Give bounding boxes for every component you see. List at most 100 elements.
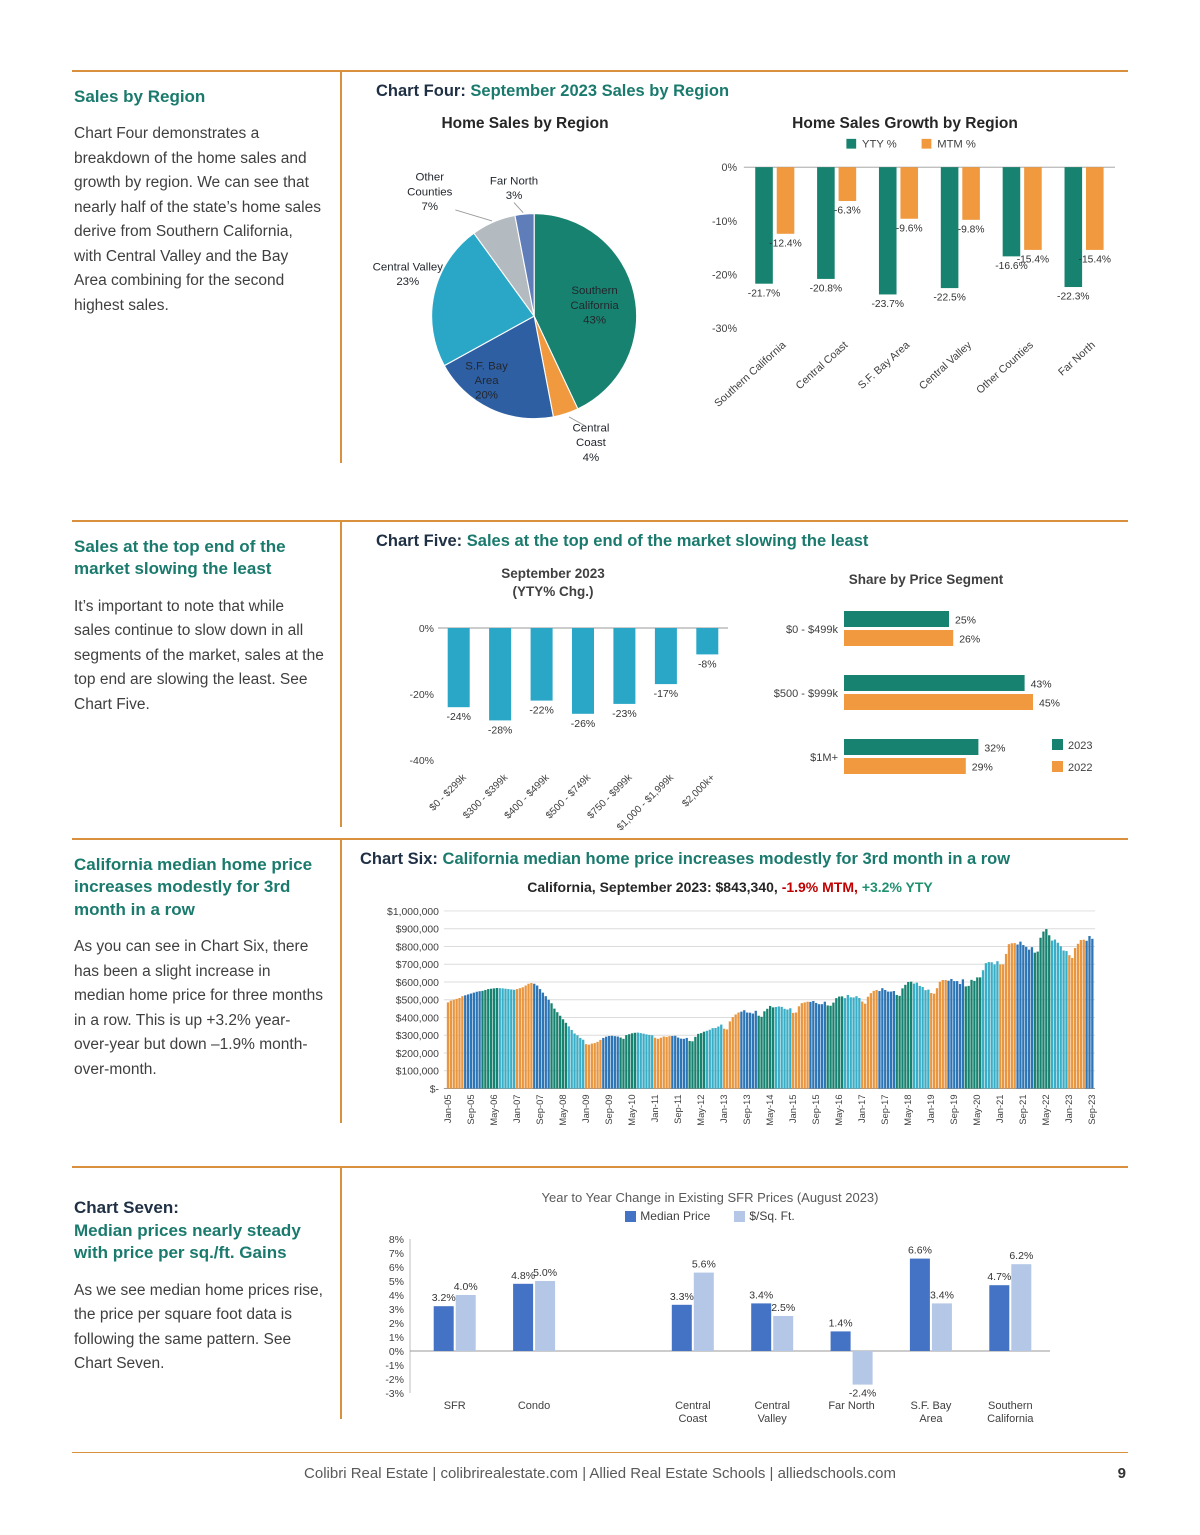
svg-text:Southern: Southern — [571, 285, 617, 297]
svg-text:$1,000,000: $1,000,000 — [387, 907, 439, 918]
svg-text:-21.7%: -21.7% — [748, 288, 780, 299]
svg-text:Central Coast: Central Coast — [794, 339, 851, 392]
section-body: As you can see in Chart Six, there has b… — [74, 938, 323, 1078]
pie-chart-block: Home Sales by Region Southern California 4… — [360, 103, 690, 481]
svg-text:2022: 2022 — [1068, 762, 1092, 774]
home-sales-pie-chart: Southern California 43% Central Coast 4% S.F. … — [373, 172, 638, 464]
left-column-top-end: Sales at the top end of the market slowi… — [72, 522, 340, 845]
svg-text:$200,000: $200,000 — [396, 1049, 439, 1060]
svg-text:3.3%: 3.3% — [670, 1291, 694, 1303]
legend-item-sqft: $/Sq. Ft. — [734, 1209, 795, 1223]
chart-five-label: Chart Five: Sales at the top end of the … — [376, 532, 1128, 551]
svg-text:-20.8%: -20.8% — [810, 284, 842, 295]
svg-text:45%: 45% — [1039, 697, 1060, 709]
sqft-legend-label: $/Sq. Ft. — [749, 1209, 795, 1223]
chart-five-title: Sales at the top end of the market slowi… — [466, 532, 869, 550]
home-sales-growth-bar-chart: YTY % MTM % 0% -10% -20% -30% -21.7% -12.4% Sout… — [712, 139, 1115, 410]
section-body: As we see median home prices rise, the p… — [74, 1281, 323, 1373]
svg-text:5%: 5% — [389, 1276, 404, 1288]
svg-text:2.5%: 2.5% — [771, 1302, 795, 1314]
svg-text:$800,000: $800,000 — [396, 942, 439, 953]
left-column-median-price: California median home price increases m… — [72, 840, 340, 1141]
sfr-price-change-bar-chart: 8% 7% 6% 5% 4% 3% 2% 1% 0% -1% -2% -3% 3.2%4.0% SFR 4.… — [385, 1234, 1050, 1425]
svg-text:4%: 4% — [389, 1290, 404, 1302]
svg-text:6%: 6% — [389, 1262, 404, 1274]
chart-six-title: California median home price increases m… — [442, 850, 1011, 868]
chart-six-subtitle: California, September 2023: $843,340, -1… — [360, 879, 1100, 895]
left-column-chart-seven: Chart Seven: Median prices nearly steady… — [72, 1168, 340, 1437]
svg-text:Jan-09: Jan-09 — [581, 1094, 591, 1123]
svg-text:-24%: -24% — [446, 711, 471, 723]
svg-text:26%: 26% — [959, 633, 980, 645]
svg-text:1.4%: 1.4% — [829, 1317, 853, 1329]
svg-text:May-06: May-06 — [489, 1094, 499, 1125]
share-by-segment-bar-chart: $0 - $499k 25% 26% $500 - $999k 43% 45% $1M+ 32… — [773, 610, 1092, 774]
svg-text:Coast: Coast — [678, 1413, 707, 1425]
svg-text:$2,000k+: $2,000k+ — [680, 772, 717, 809]
svg-text:May-18: May-18 — [903, 1094, 913, 1125]
svg-text:$0 - $299k: $0 - $299k — [428, 772, 470, 814]
svg-text:-22%: -22% — [529, 705, 554, 717]
svg-text:Jan-05: Jan-05 — [443, 1094, 453, 1123]
svg-text:Far North: Far North — [490, 175, 538, 187]
svg-text:Sep-13: Sep-13 — [742, 1094, 752, 1124]
svg-text:Sep-21: Sep-21 — [1018, 1094, 1028, 1124]
chart-seven-title: Year to Year Change in Existing SFR Pric… — [541, 1190, 879, 1205]
svg-text:2023: 2023 — [1068, 740, 1092, 752]
svg-text:-2.4%: -2.4% — [849, 1388, 876, 1400]
svg-text:3.2%: 3.2% — [432, 1292, 456, 1304]
yty-change-bar-chart: 0%-20%-40%-24%$0 - $299k-28%$300 - $399k… — [409, 623, 728, 833]
svg-text:California: California — [570, 300, 619, 312]
svg-text:May-20: May-20 — [972, 1094, 982, 1125]
chart-seven-area: Year to Year Change in Existing SFR Pric… — [342, 1168, 1128, 1437]
svg-text:Southern California: Southern California — [712, 339, 788, 409]
svg-text:6.2%: 6.2% — [1009, 1250, 1033, 1262]
vertical-divider — [340, 522, 342, 828]
svg-text:May-22: May-22 — [1041, 1094, 1051, 1125]
svg-text:California: California — [987, 1413, 1034, 1425]
svg-text:Central Valley: Central Valley — [917, 339, 975, 393]
yty-chart-title-line2: (YTY% Chg.) — [512, 583, 594, 599]
svg-text:Jan-19: Jan-19 — [926, 1094, 936, 1123]
svg-text:Other: Other — [415, 172, 444, 184]
svg-text:$600,000: $600,000 — [396, 978, 439, 989]
svg-text:-20%: -20% — [409, 689, 434, 701]
section-heading: Sales at the top end of the market slowi… — [74, 537, 286, 579]
chart-four-area: Chart Four: September 2023 Sales by Regi… — [342, 72, 1128, 481]
svg-text:Sep-15: Sep-15 — [811, 1094, 821, 1124]
svg-text:-1%: -1% — [385, 1360, 404, 1372]
chart-four-label: Chart Four: September 2023 Sales by Regi… — [376, 82, 1128, 101]
svg-text:-15.4%: -15.4% — [1079, 255, 1111, 266]
svg-text:$500,000: $500,000 — [396, 996, 439, 1007]
svg-text:-30%: -30% — [712, 323, 738, 335]
svg-text:$0 - $499k: $0 - $499k — [786, 624, 838, 636]
share-chart-block: Share by Price Segment $0 - $499k 25% 26% $… — [746, 553, 1106, 845]
svg-text:-20%: -20% — [712, 270, 738, 282]
svg-text:May-16: May-16 — [834, 1094, 844, 1125]
svg-text:3.4%: 3.4% — [930, 1289, 954, 1301]
svg-text:$100,000: $100,000 — [396, 1067, 439, 1078]
svg-text:0%: 0% — [721, 162, 737, 174]
svg-text:Sep-19: Sep-19 — [949, 1094, 959, 1124]
svg-text:Jan-13: Jan-13 — [719, 1094, 729, 1123]
section-heading: California median home price increases m… — [74, 855, 313, 919]
svg-text:Jan-15: Jan-15 — [788, 1094, 798, 1123]
sqft-legend-swatch — [734, 1210, 746, 1222]
median-price-legend-swatch — [625, 1210, 637, 1222]
svg-text:8%: 8% — [389, 1234, 404, 1246]
yty-change-chart-block: September 2023 (YTY% Chg.) 0% -20% -40% -24… — [360, 553, 746, 845]
page-footer: Colibri Real Estate | colibrirealestate.… — [72, 1452, 1128, 1482]
svg-text:Sep-07: Sep-07 — [535, 1094, 545, 1124]
chart-six-label: Chart Six: California median home price … — [360, 850, 1128, 869]
svg-text:-2%: -2% — [385, 1374, 404, 1386]
svg-text:7%: 7% — [389, 1248, 404, 1260]
svg-text:Central Valley: Central Valley — [373, 261, 444, 273]
section-body: It’s important to note that while sales … — [74, 597, 324, 713]
svg-text:May-10: May-10 — [627, 1094, 637, 1125]
chart-six-subtitle-yty: +3.2% YTY — [861, 879, 933, 895]
svg-text:2%: 2% — [389, 1318, 404, 1330]
svg-text:S.F. Bay Area: S.F. Bay Area — [856, 339, 912, 391]
vertical-divider — [340, 72, 342, 463]
svg-text:Sep-09: Sep-09 — [604, 1094, 614, 1124]
median-price-history-bar-chart: $1,000,000 $900,000 $800,000 $700,000 $600,0… — [387, 907, 1097, 1126]
